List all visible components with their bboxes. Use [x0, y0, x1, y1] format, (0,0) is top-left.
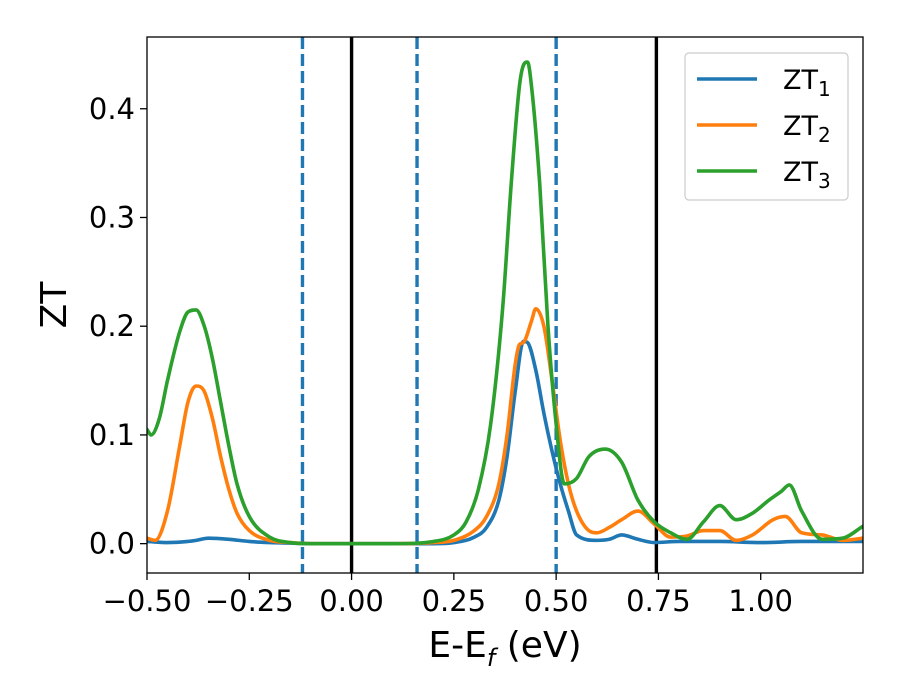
y-tick-label: 0.2: [89, 309, 135, 343]
x-axis-title: E-Ef (eV): [428, 625, 581, 672]
y-axis-title: ZT: [34, 281, 75, 329]
series-line-zt3: [147, 60, 863, 546]
x-tick-label: 1.00: [728, 584, 793, 618]
x-tick-label: 0.25: [422, 584, 487, 618]
reference-lines: [300, 37, 659, 573]
legend-label-zt1: ZT1: [783, 65, 831, 101]
x-tick-label: −0.50: [103, 584, 192, 618]
axis-ticks: −0.50 −0.25 0.00 0.25 0.50 0.75 1.00 0.0 0.1 0.2 0…: [89, 92, 793, 618]
legend-label-zt2: ZT2: [783, 111, 831, 147]
x-tick-label: −0.25: [205, 584, 294, 618]
x-tick-label: 0.50: [524, 584, 589, 618]
y-tick-label: 0.4: [89, 92, 135, 126]
series-line-zt1: [147, 339, 863, 546]
legend: ZT1 ZT2 ZT3: [684, 52, 849, 201]
series-lines: [147, 60, 863, 546]
y-tick-label: 0.0: [89, 527, 135, 561]
x-tick-label: 0.00: [319, 584, 384, 618]
legend-label-zt3: ZT3: [783, 157, 831, 193]
plot-area-frame: [146, 36, 864, 574]
x-tick-label: 0.75: [626, 584, 691, 618]
x-axis-title-main: E-E: [428, 625, 486, 666]
y-tick-label: 0.3: [89, 200, 135, 234]
series-line-zt2: [147, 307, 863, 546]
legend-box: [684, 52, 849, 201]
y-tick-label: 0.1: [89, 418, 135, 452]
x-axis-title-unit: (eV): [495, 625, 581, 666]
